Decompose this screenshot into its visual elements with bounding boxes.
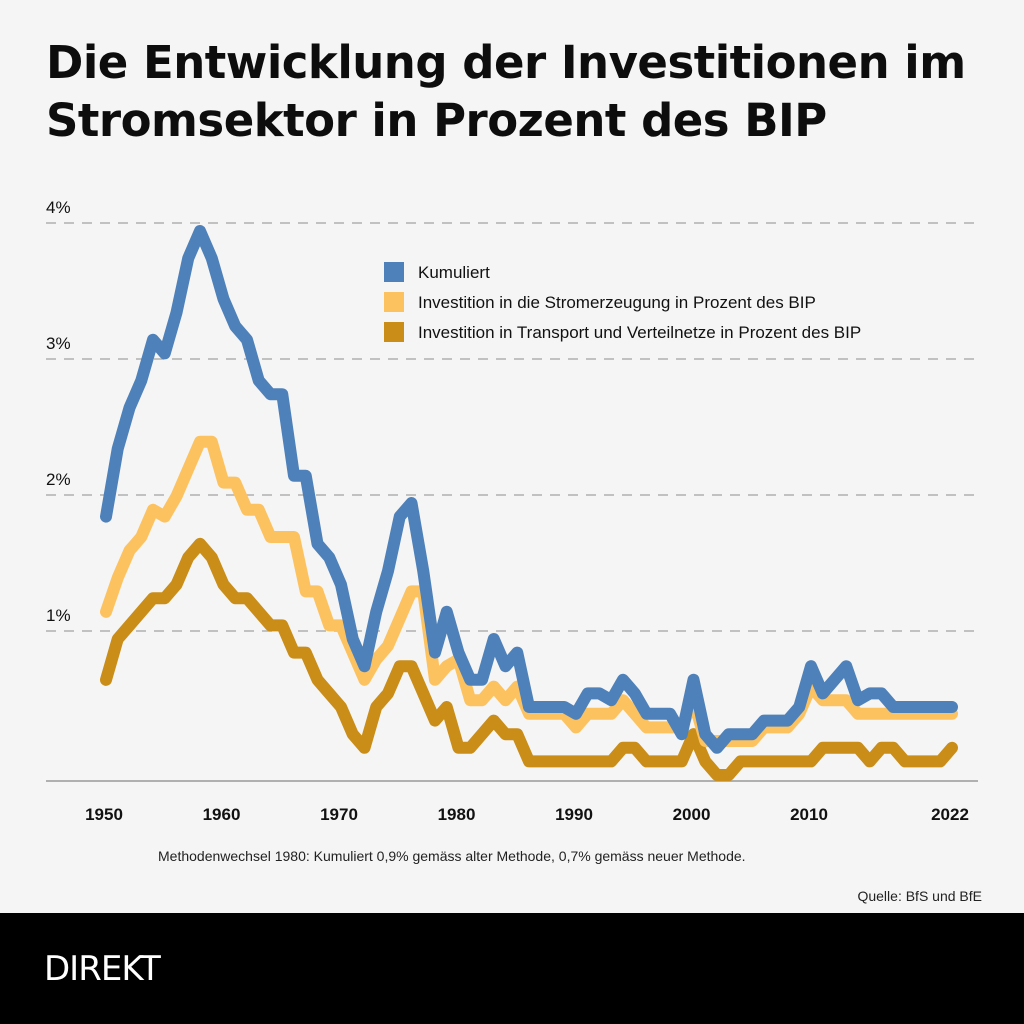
legend: Kumuliert Investition in die Stromerzeugu… xyxy=(384,262,861,342)
chart-title: Die Entwicklung der Investitionen im Str… xyxy=(46,36,966,147)
series-lines xyxy=(100,225,958,781)
legend-swatch xyxy=(384,292,404,312)
x-tick-label: 1970 xyxy=(320,805,358,824)
brand-logo: DIREKT xyxy=(44,949,161,989)
y-tick-label: 4% xyxy=(46,198,71,217)
x-tick-label: 1950 xyxy=(85,805,123,824)
legend-swatch xyxy=(384,262,404,282)
gridlines xyxy=(46,222,978,632)
y-tick-label: 1% xyxy=(46,606,71,625)
footer-bar: DIREKT xyxy=(0,913,1024,1024)
series-line-2 xyxy=(100,537,958,781)
footnote: Methodenwechsel 1980: Kumuliert 0,9% gem… xyxy=(158,848,746,864)
series-line-0 xyxy=(100,225,958,754)
source-note: Quelle: BfS und BfE xyxy=(857,888,982,904)
legend-label: Kumuliert xyxy=(418,263,490,282)
x-tick-label: 2010 xyxy=(790,805,828,824)
x-tick-label: 2022 xyxy=(931,805,969,824)
x-axis-ticks: 1950 1960 1970 1980 1990 2000 2010 2022 xyxy=(85,805,969,824)
x-tick-label: 1960 xyxy=(203,805,241,824)
x-tick-label: 1980 xyxy=(438,805,476,824)
y-tick-label: 3% xyxy=(46,334,71,353)
legend-label: Investition in Transport und Verteilnetz… xyxy=(418,323,861,342)
y-axis-ticks: 1% 2% 3% 4% xyxy=(46,198,71,625)
legend-label: Investition in die Stromerzeugung in Pro… xyxy=(418,293,816,312)
line-chart: 1% 2% 3% 4% 1950 1960 1970 1980 1990 2000 2010 202… xyxy=(46,198,978,824)
y-tick-label: 2% xyxy=(46,470,71,489)
legend-swatch xyxy=(384,322,404,342)
x-tick-label: 1990 xyxy=(555,805,593,824)
x-tick-label: 2000 xyxy=(673,805,711,824)
